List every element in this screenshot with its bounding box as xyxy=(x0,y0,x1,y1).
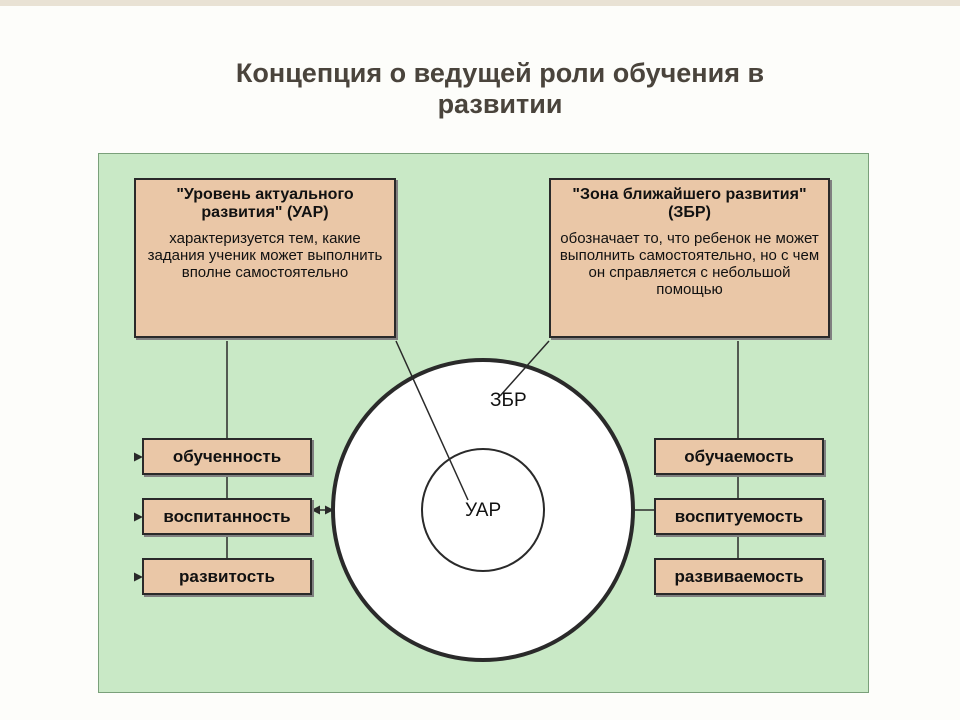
left-attribute-box: обученность xyxy=(142,438,312,475)
concept-box-zbr: "Зона ближайшего развития" (ЗБР) обознач… xyxy=(549,178,830,338)
concept-box-zbr-heading: "Зона ближайшего развития" (ЗБР) xyxy=(559,186,820,222)
left-attribute-box: развитость xyxy=(142,558,312,595)
circle-label-uar: УАР xyxy=(465,500,501,522)
circle-label-zbr: ЗБР xyxy=(490,390,527,412)
left-attribute-box: воспитанность xyxy=(142,498,312,535)
right-attribute-box: воспитуемость xyxy=(654,498,824,535)
right-attribute-box: обучаемость xyxy=(654,438,824,475)
page-title: Концепция о ведущей роли обучения в разв… xyxy=(180,58,820,120)
concept-box-zbr-body: обозначает то, что ребенок не может выпо… xyxy=(559,230,820,298)
slide: Концепция о ведущей роли обучения в разв… xyxy=(0,0,960,720)
concept-box-uar: "Уровень актуального развития" (УАР) хар… xyxy=(134,178,396,338)
right-attribute-box: развиваемость xyxy=(654,558,824,595)
concept-box-uar-heading: "Уровень актуального развития" (УАР) xyxy=(144,186,386,222)
concept-box-uar-body: характеризуется тем, какие задания учени… xyxy=(144,230,386,281)
